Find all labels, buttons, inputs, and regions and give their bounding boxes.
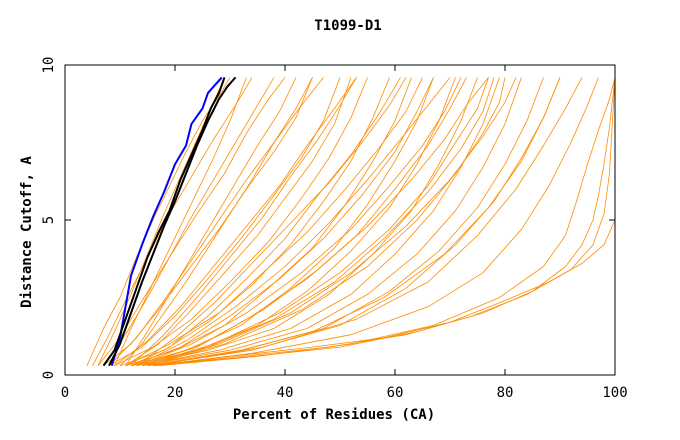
- x-tick-label: 0: [61, 385, 69, 401]
- chart-title: T1099-D1: [314, 18, 381, 34]
- series-line-model-42: [141, 77, 489, 367]
- series-line-model-09: [130, 77, 434, 367]
- series-line-model-black-1: [102, 77, 226, 367]
- series-line-model-20: [136, 77, 407, 367]
- series-line-model-23: [147, 77, 517, 367]
- series-line-model-15: [147, 77, 561, 367]
- series-line-model-03: [97, 77, 286, 366]
- series-line-model-34: [136, 77, 467, 367]
- series-line-model-39: [114, 77, 357, 367]
- series-line-model-17: [114, 77, 247, 366]
- x-tick-label: 60: [387, 385, 404, 401]
- series-line-model-18: [125, 77, 297, 366]
- series-line-model-21: [136, 77, 451, 367]
- series-line-model-30: [119, 77, 313, 366]
- series-line-model-43: [147, 77, 506, 367]
- series-line-model-38: [108, 77, 324, 366]
- x-axis: 0 20 40 60 80 100: [61, 65, 628, 401]
- series-line-model-19: [130, 77, 357, 366]
- series-line-model-13: [141, 77, 522, 367]
- series-line-model-37: [103, 77, 275, 366]
- series-line-model-32: [130, 77, 401, 367]
- series-line-model-07: [119, 77, 390, 367]
- x-tick-label: 80: [497, 385, 514, 401]
- series-line-model-08: [125, 77, 412, 367]
- y-tick-label: 0: [41, 371, 57, 379]
- x-axis-label: Percent of Residues (CA): [233, 407, 435, 423]
- series-line-model-28: [152, 77, 599, 367]
- series-line-model-33: [130, 77, 434, 367]
- series-line-model-26: [152, 77, 615, 367]
- series-line-model-40: [125, 77, 423, 367]
- y-axis-label: Distance Cutoff, A: [19, 156, 35, 308]
- series-line-model-12: [141, 77, 500, 367]
- series-line-model-16: [152, 77, 583, 367]
- series-line-model-06: [114, 77, 368, 367]
- y-axis: 0 5 10: [41, 57, 615, 379]
- series-layer: [86, 76, 615, 367]
- series-line-model-35: [141, 77, 495, 367]
- series-line-model-31: [125, 77, 352, 367]
- x-tick-label: 40: [277, 385, 294, 401]
- x-tick-label: 100: [602, 385, 627, 401]
- y-tick-label: 5: [41, 216, 57, 224]
- series-line-model-blue: [110, 76, 223, 366]
- series-line-model-27: [158, 77, 615, 367]
- y-tick-label: 10: [41, 57, 57, 74]
- series-line-model-29: [147, 77, 561, 367]
- x-tick-label: 20: [167, 385, 184, 401]
- series-line-model-41: [136, 77, 462, 367]
- series-line-model-black-2: [108, 76, 237, 367]
- series-line-model-25: [152, 77, 615, 367]
- series-line-model-24: [152, 77, 615, 367]
